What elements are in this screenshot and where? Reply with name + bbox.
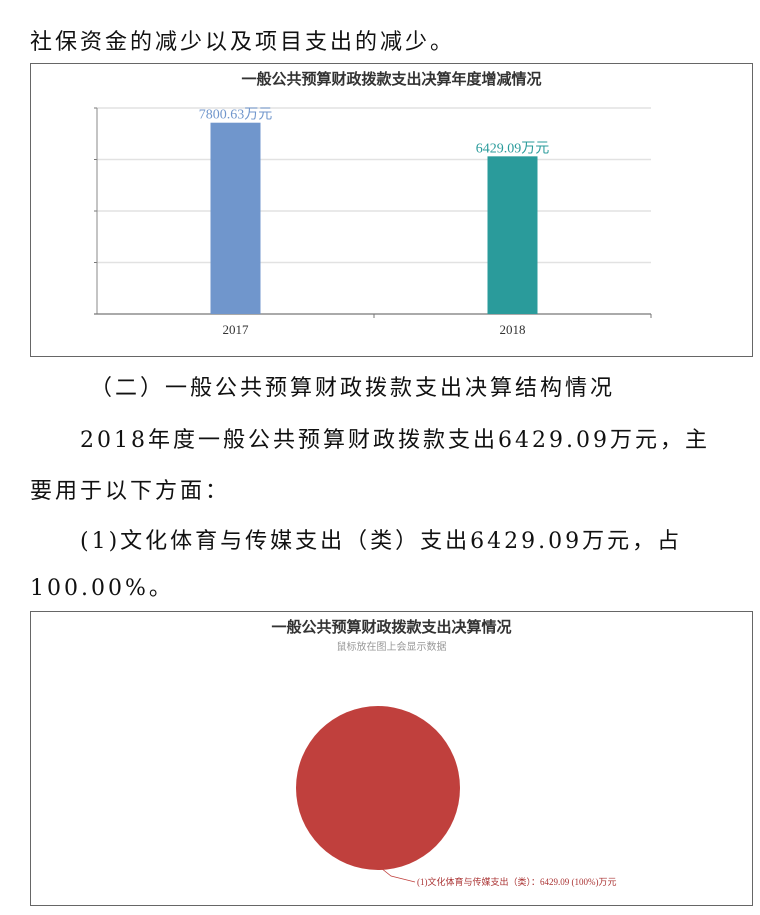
bar-2017 (210, 122, 261, 314)
paragraph-line: 要用于以下方面： (30, 479, 231, 504)
pie-chart-title: 一般公共预算财政拨款支出决算情况 (271, 618, 512, 636)
x-tick-label: 2018 (500, 322, 526, 337)
bar-chart-title: 一般公共预算财政拨款支出决算年度增减情况 (241, 70, 542, 88)
pie-slice-label: (1)文化体育与传媒支出（类）：6429.09 (100%)万元 (417, 876, 617, 887)
section-heading: （二）一般公共预算财政拨款支出决算结构情况 (90, 376, 616, 401)
bar-chart-panel: 一般公共预算财政拨款支出决算年度增减情况 7800.63万元 2017 6429.0… (30, 63, 753, 357)
pie-chart: (1)文化体育与传媒支出（类）：6429.09 (100%)万元 (296, 706, 617, 887)
pie-chart-panel: 一般公共预算财政拨款支出决算情况 鼠标放在图上会显示数据 (1)文化体育与传媒支… (30, 611, 753, 906)
pie-slice (296, 706, 460, 870)
bar-chart: 7800.63万元 2017 6429.09万元 2018 (94, 107, 652, 337)
paragraph-line: 2018年度一般公共预算财政拨款支出6429.09万元，主 (80, 428, 710, 453)
bar-data-label: 7800.63万元 (199, 108, 273, 123)
bar-data-label: 6429.09万元 (476, 141, 550, 156)
paragraph-line: 社保资金的减少以及项目支出的减少。 (30, 30, 456, 55)
paragraph-line: 100.00%。 (30, 576, 174, 601)
x-tick-label: 2017 (223, 322, 250, 337)
pie-label-leader (380, 867, 416, 883)
paragraph-line: (1)文化体育与传媒支出（类）支出6429.09万元，占 (80, 529, 683, 554)
bar-2018 (487, 156, 538, 314)
pie-chart-subtitle: 鼠标放在图上会显示数据 (336, 642, 447, 653)
